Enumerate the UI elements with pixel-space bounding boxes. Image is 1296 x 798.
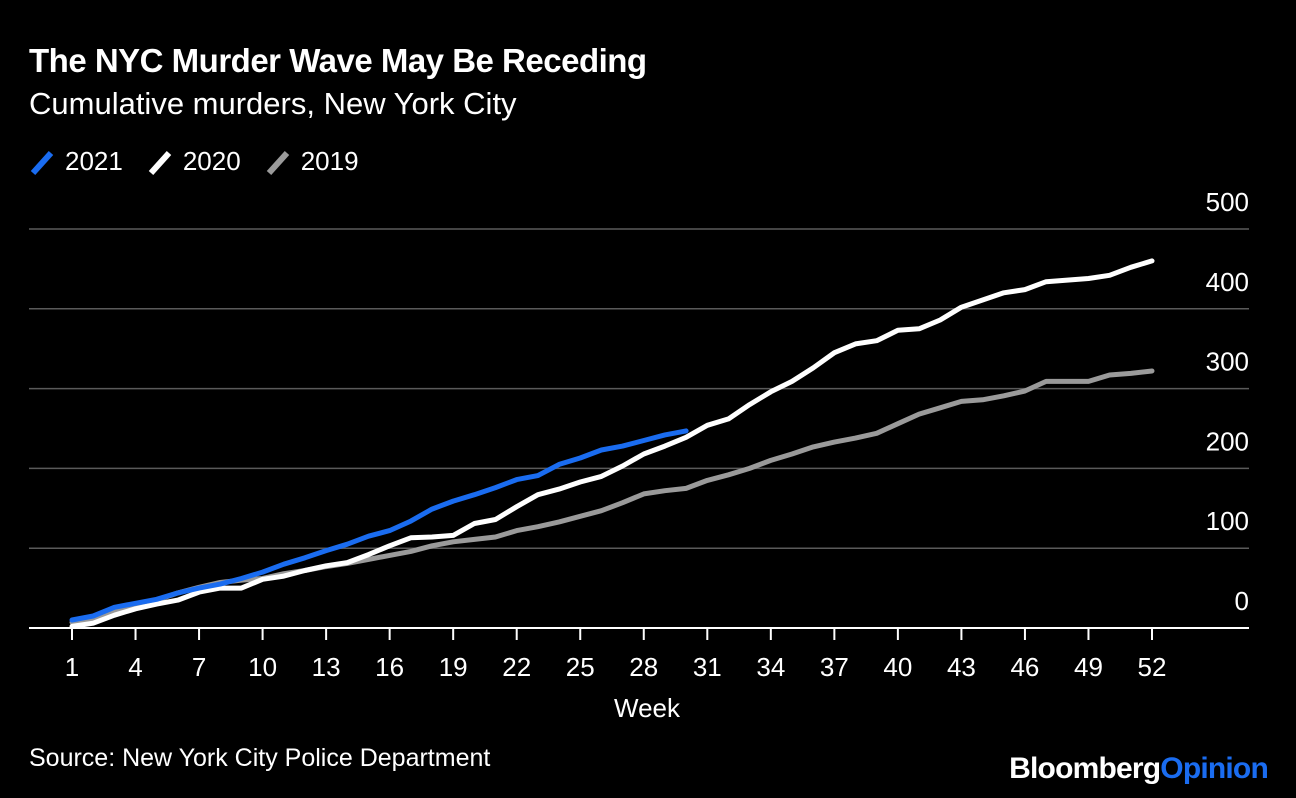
x-tick-label-40: 40 <box>883 652 912 682</box>
legend-label-2021: 2021 <box>65 146 123 176</box>
x-tick-label-16: 16 <box>375 652 404 682</box>
y-tick-label-400: 400 <box>1206 267 1249 297</box>
x-tick-label-43: 43 <box>947 652 976 682</box>
legend-label-2020: 2020 <box>182 146 241 176</box>
x-tick-label-1: 1 <box>65 652 79 682</box>
x-tick-label-28: 28 <box>629 652 658 682</box>
brand-logo: BloombergOpinion <box>1009 752 1269 786</box>
legend-swatch-2021 <box>30 150 54 175</box>
brand-part-1: Bloomberg <box>1009 752 1161 785</box>
chart-title: The NYC Murder Wave May Be Receding <box>29 42 647 79</box>
legend-label-2019: 2019 <box>300 146 359 176</box>
x-tick-label-34: 34 <box>756 652 785 682</box>
series-line-2019 <box>69 368 1155 625</box>
x-tick-label-46: 46 <box>1010 652 1039 682</box>
chart-subtitle: Cumulative murders, New York City <box>29 86 517 121</box>
legend-swatch-2020 <box>148 150 172 175</box>
legend-item-2021: 2021 <box>29 146 123 177</box>
x-tick-label-4: 4 <box>128 652 142 682</box>
legend-item-2019: 2019 <box>265 146 359 177</box>
x-tick-label-49: 49 <box>1074 652 1103 682</box>
y-tick-label-100: 100 <box>1206 506 1249 536</box>
y-tick-label-0: 0 <box>1235 586 1249 616</box>
gridlines <box>29 228 1249 629</box>
y-tick-label-500: 500 <box>1206 187 1249 217</box>
x-axis-ticks: 1 4 7 10 13 16 19 22 25 28 31 34 37 40 43 46 49 52 <box>65 628 1167 682</box>
y-tick-label-200: 200 <box>1206 426 1249 456</box>
x-tick-label-7: 7 <box>192 652 206 682</box>
source-note: Source: New York City Police Department <box>29 744 491 772</box>
x-axis-label: Week <box>614 693 681 723</box>
chart-legend: 2021 2020 2019 <box>29 146 383 177</box>
legend-swatch-2019 <box>266 150 289 175</box>
x-tick-label-13: 13 <box>312 652 341 682</box>
legend-item-2020: 2020 <box>147 146 241 177</box>
x-tick-label-22: 22 <box>502 652 531 682</box>
brand-part-2: Opinion <box>1160 752 1269 785</box>
series-lines <box>69 258 1155 629</box>
y-axis-ticks: 0 100 200 300 400 500 <box>1206 187 1249 616</box>
x-tick-label-10: 10 <box>248 652 277 682</box>
series-line-2020 <box>69 258 1155 629</box>
x-tick-label-37: 37 <box>820 652 849 682</box>
x-tick-label-25: 25 <box>566 652 595 682</box>
y-tick-label-300: 300 <box>1206 347 1249 377</box>
x-tick-label-52: 52 <box>1138 652 1167 682</box>
x-tick-label-19: 19 <box>439 652 468 682</box>
series-line-2021 <box>69 428 689 623</box>
x-tick-label-31: 31 <box>693 652 722 682</box>
